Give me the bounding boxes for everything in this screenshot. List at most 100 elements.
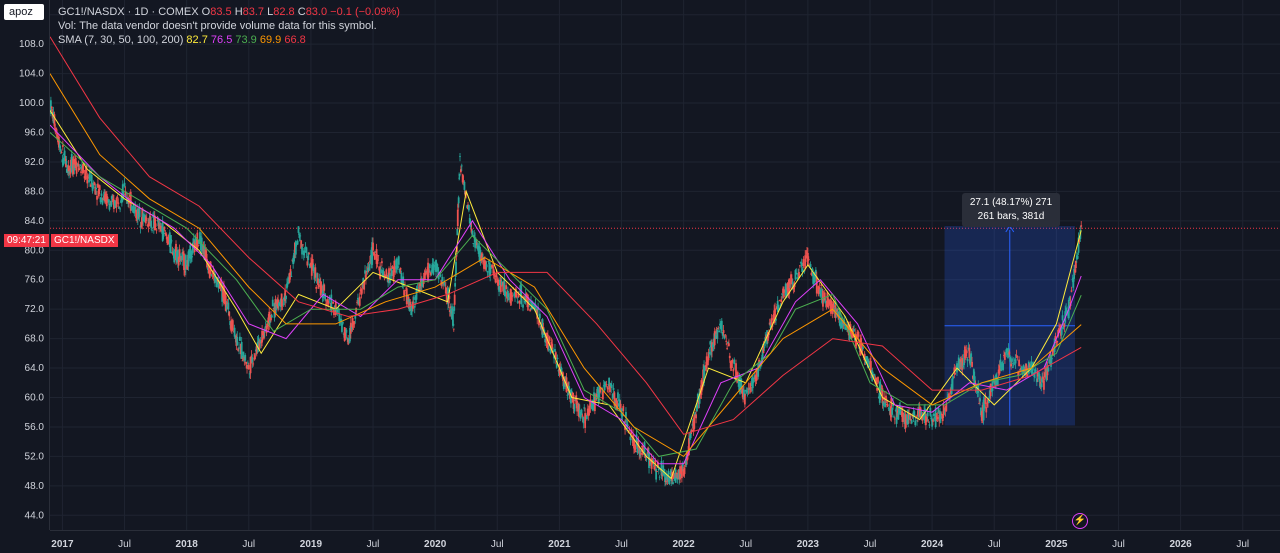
candle-body [575,395,578,405]
candle-body [58,144,61,149]
candle-body [452,323,455,326]
candle-body [121,184,124,199]
candle-body [767,331,769,341]
candle-body [1061,315,1064,321]
candle-body [252,363,255,365]
candle-body [448,295,451,299]
candle-body [255,345,258,354]
candle-body [693,415,696,429]
candle-body [605,384,608,386]
candle-body [245,361,248,365]
candle-body [555,364,558,368]
candle-body [515,288,517,298]
candle-body [278,302,280,307]
candle-body [531,301,534,309]
candle-body [809,264,812,267]
candle-body [261,330,263,343]
candle-body [388,268,390,281]
candle-body [1076,255,1079,259]
candle-body [635,434,638,446]
sma-line [49,110,1082,480]
candle-body [241,360,244,362]
candle-body [160,225,162,232]
candle-body [1070,290,1073,292]
chart-series [49,36,1083,487]
candle-body [1026,373,1028,377]
candle-body [806,253,809,266]
candle-body [344,329,347,337]
candle-body [194,237,197,244]
symbol-search-input[interactable]: apoz [4,4,44,20]
lightning-icon[interactable]: ⚡ [1072,513,1088,529]
candle-body [183,271,186,273]
candle-body [396,268,399,270]
candle-body [151,229,153,231]
candle-body [979,398,981,402]
candle-body [1025,363,1028,372]
candle-body [211,273,214,275]
y-tick-label: 72.0 [25,304,45,315]
sma-value-200: 66.8 [284,34,306,46]
candle-body [314,267,317,278]
candle-body [926,412,929,417]
candle-body [523,300,526,303]
candle-body [899,405,902,415]
candle-body [668,476,671,485]
candle-body [779,304,782,306]
legend-volume-note[interactable]: Vol: The data vendor doesn't provide vol… [58,20,377,32]
candle-body [100,193,103,196]
candle-body [86,175,89,184]
legend-title[interactable]: GC1!/NASDX · 1D · COMEX [58,6,199,18]
candle-body [709,341,712,345]
candle-body [155,229,158,231]
candle-body [622,406,625,412]
candle-body [433,266,436,268]
candle-body [1035,378,1038,383]
candle-body [630,429,633,435]
candle-body [551,343,554,349]
candle-body [207,262,210,274]
candle-body [1060,326,1063,335]
candle-body [801,268,804,273]
candle-body [360,288,363,295]
candle-body [1040,383,1043,388]
candle-body [688,438,690,456]
candle-body [910,420,913,424]
candle-body [169,238,172,254]
candle-body [94,186,97,195]
time-axis[interactable]: 2017 Jul 2018 Jul 2019 Jul 2020 Jul 2021 Jul 2022 J… [50,530,1280,551]
candle-body [215,277,218,288]
candle-body [318,279,321,284]
candle-body [1022,365,1025,371]
candle-body [619,403,622,412]
candle-body [718,330,721,333]
price-axis[interactable]: 112.0108.0104.0100.096.092.088.084.080.0… [19,0,50,530]
chart-legend: GC1!/NASDX · 1D · COMEX O83.5 H83.7 L82.… [58,5,400,47]
candle-body [954,373,957,375]
candle-body [722,330,725,334]
candle-body [402,276,405,286]
candle-body [265,326,268,334]
candle-body [986,402,989,407]
candle-body [876,387,878,391]
candle-body [936,416,939,420]
candle-body [176,249,179,263]
candle-body [672,473,675,479]
candle-body [807,259,810,260]
candle-body [118,207,121,208]
candle-body [184,255,187,270]
candle-body [892,403,894,407]
candle-body [945,403,948,412]
candle-body [491,267,494,269]
candle-body [690,429,693,433]
legend-sma[interactable]: SMA (7, 30, 50, 100, 200) 82.7 76.5 73.9… [58,33,400,47]
candle-body [935,415,938,417]
candle-body [841,322,844,328]
x-tick-label: Jul [367,539,380,550]
candle-body [377,255,380,257]
candle-body [191,242,194,254]
candle-body [117,202,120,204]
candle-body [864,361,867,364]
candle-body [85,166,88,174]
